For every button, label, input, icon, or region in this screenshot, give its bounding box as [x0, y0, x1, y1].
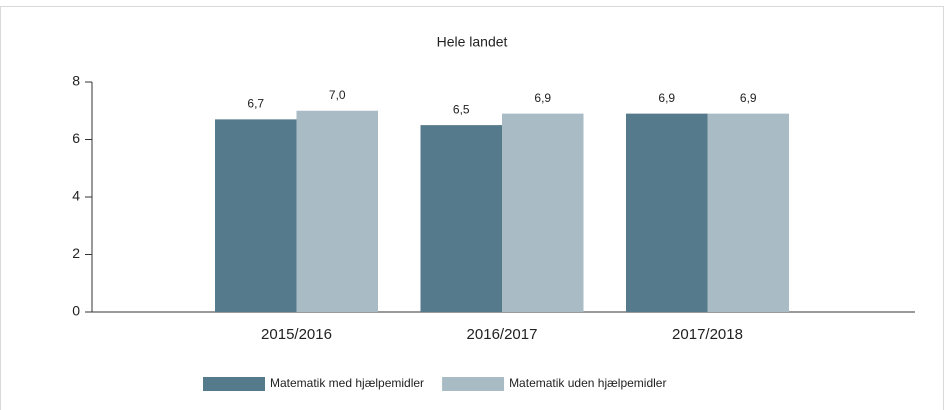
legend-swatch [203, 377, 265, 391]
chart-title: Hele landet [437, 34, 508, 50]
x-tick-label: 2015/2016 [261, 326, 332, 343]
value-label: 7,0 [329, 88, 346, 102]
x-tick-label: 2016/2017 [467, 326, 538, 343]
value-label: 6,9 [740, 91, 757, 105]
legend-swatch [442, 377, 505, 391]
bar [707, 113, 789, 312]
legend-label: Matematik med hjælpemidler [270, 376, 424, 390]
bar [215, 119, 297, 312]
legend-label: Matematik uden hjælpemidler [509, 376, 666, 390]
value-label: 6,5 [453, 102, 470, 116]
x-tick-label: 2017/2018 [672, 326, 743, 343]
bar [626, 113, 708, 312]
value-label: 6,7 [247, 97, 264, 111]
y-tick-label: 8 [72, 73, 80, 89]
value-label: 6,9 [534, 91, 551, 105]
bar [502, 113, 584, 312]
y-tick-label: 0 [72, 303, 80, 319]
y-tick-label: 4 [72, 188, 80, 204]
bar [420, 125, 502, 312]
value-label: 6,9 [658, 91, 675, 105]
bar [296, 110, 378, 312]
y-tick-label: 2 [72, 245, 80, 261]
y-tick-label: 6 [72, 130, 80, 146]
